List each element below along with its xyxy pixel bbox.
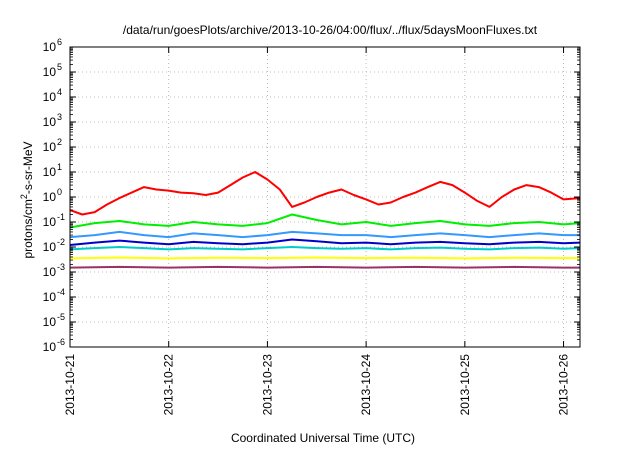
series-line	[69, 238, 581, 246]
y-tick-exponent: 5	[57, 62, 62, 72]
y-tick-exponent: 2	[57, 137, 62, 147]
series-line	[69, 265, 580, 269]
x-tick-label: 2013-10-24	[359, 354, 373, 416]
y-tick-label: 10	[43, 140, 57, 154]
series-line	[69, 246, 581, 251]
y-tick-label: 10	[43, 315, 57, 329]
y-tick-label: 10	[43, 90, 57, 104]
y-tick-exponent: 1	[57, 162, 62, 172]
y-tick-exponent: -3	[57, 262, 65, 272]
y-tick-label: 10	[43, 340, 57, 354]
y-tick-label: 10	[43, 165, 57, 179]
y-tick-exponent: -2	[57, 237, 65, 247]
series-line	[69, 230, 580, 239]
x-axis-label: Coordinated Universal Time (UTC)	[231, 431, 415, 445]
y-tick-exponent: 0	[57, 187, 62, 197]
series-line	[69, 171, 581, 216]
y-tick-exponent: 3	[57, 112, 62, 122]
y-tick-label: 10	[43, 240, 57, 254]
chart-title: /data/run/goesPlots/archive/2013-10-26/0…	[123, 23, 538, 37]
y-tick-label: 10	[43, 115, 57, 129]
x-tick-label: 2013-10-21	[63, 354, 77, 416]
x-tick-label-layer: 2013-10-21 2013-10-22 2013-10-23 2013-10-24…	[63, 354, 571, 416]
ylabel-layer: protons/cm2-s-sr-MeV	[19, 141, 35, 258]
y-tick-label: 10	[43, 65, 57, 79]
y-tick-label: 10	[43, 265, 57, 279]
y-tick-exponent: 4	[57, 87, 62, 97]
y-tick-label-layer: 10 -610 -510 -410 -310 -210 -110 010 110 210 310 41…	[43, 37, 65, 354]
series-line	[69, 256, 580, 260]
y-tick-exponent: -6	[57, 337, 65, 347]
x-tick-label: 2013-10-25	[458, 354, 472, 416]
grid-layer	[70, 47, 580, 347]
y-tick-exponent: -4	[57, 287, 65, 297]
y-tick-label: 10	[43, 40, 57, 54]
x-tick-label: 2013-10-22	[162, 354, 176, 416]
y-tick-exponent: -5	[57, 312, 65, 322]
series-layer	[69, 171, 581, 269]
y-tick-exponent: 6	[57, 37, 62, 47]
x-tick-label: 2013-10-23	[260, 354, 274, 416]
tick-layer	[69, 46, 580, 348]
y-tick-label: 10	[43, 215, 57, 229]
series-line	[69, 213, 581, 229]
x-tick-label: 2013-10-26	[557, 354, 571, 416]
y-axis-label: protons/cm2-s-sr-MeV	[19, 141, 35, 258]
y-tick-label: 10	[43, 190, 57, 204]
y-tick-label: 10	[43, 290, 57, 304]
y-tick-exponent: -1	[57, 212, 65, 222]
